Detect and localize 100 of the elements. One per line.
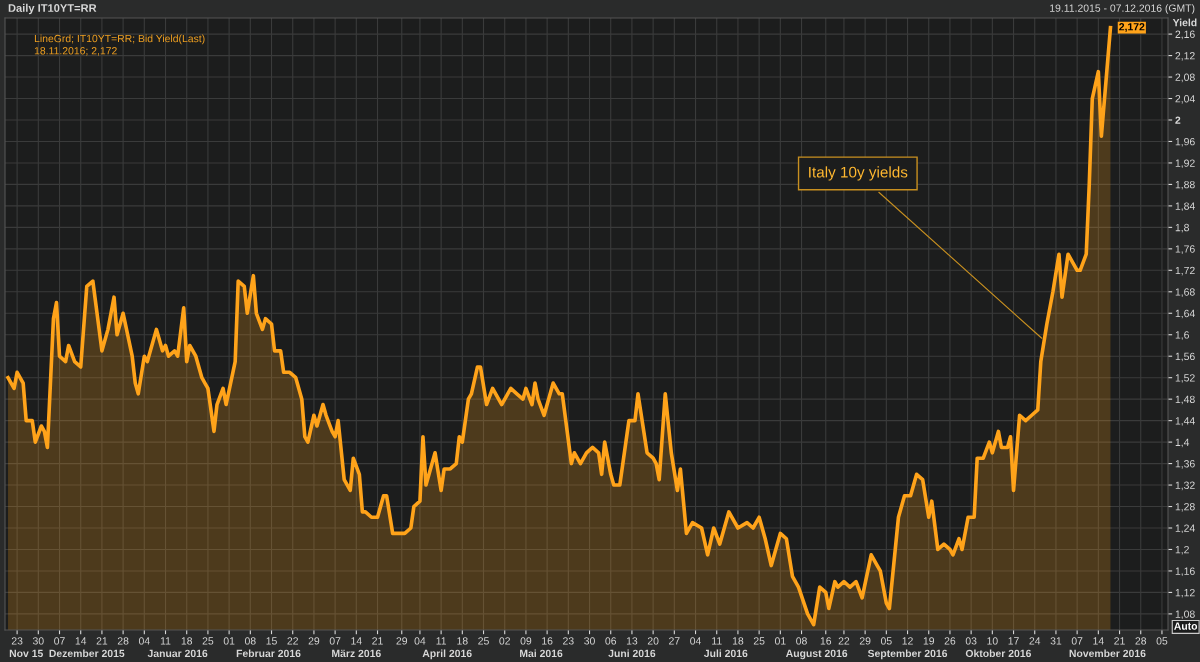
x-tick-label: 09 (520, 637, 532, 645)
y-tick-label: 2,04 (1175, 95, 1195, 104)
x-tick-label: 30 (32, 637, 44, 645)
x-tick-label: 07 (329, 637, 341, 645)
x2-tick-label: April 2016 (422, 649, 472, 660)
x-tick-label: 05 (880, 637, 892, 645)
x-tick-label: 14 (351, 637, 362, 645)
y-tick-label: 1,56 (1175, 352, 1195, 362)
x-tick-label: 04 (414, 637, 426, 645)
x-tick-label: 14 (1093, 637, 1104, 645)
x-tick-label: 22 (838, 637, 850, 645)
x-tick-label: 03 (965, 637, 977, 645)
x-tick-label: 23 (11, 637, 23, 645)
x-tick-label: 15 (266, 637, 277, 645)
x-tick-label: 29 (396, 637, 408, 645)
x-tick-label: 07 (54, 637, 65, 645)
y-tick-label: 2,16 (1175, 30, 1195, 40)
chart-subtitle: 19.11.2015 - 07.12.2016 (GMT) (1050, 4, 1195, 14)
x-tick-label: 25 (202, 637, 214, 645)
x-tick-label: 28 (117, 637, 129, 645)
x-tick-label: 29 (308, 637, 320, 645)
y-tick-label: 1,64 (1175, 309, 1195, 319)
annotation: Italy 10y yields (809, 166, 908, 181)
x-tick-label: 11 (160, 637, 171, 645)
x2-tick-label: Oktober 2016 (965, 649, 1032, 658)
x2-tick-label: Januar 2016 (147, 649, 208, 658)
y-tick-label: 1,8 (1175, 223, 1189, 233)
x-tick-label: 05 (1156, 637, 1168, 645)
x-tick-label: 10 (987, 637, 998, 645)
x-tick-label: 21 (1114, 637, 1125, 645)
y-tick-label: 2,12 (1175, 52, 1195, 61)
x-tick-label: 13 (626, 637, 638, 645)
x-tick-label: 29 (859, 637, 871, 645)
x-tick-label: 08 (244, 637, 256, 645)
x-tick-label: 01 (774, 637, 786, 645)
x-tick-label: 12 (902, 637, 913, 645)
x-tick-label: 19 (923, 637, 935, 645)
y-tick-label: 1,92 (1175, 159, 1195, 169)
x-tick-label: 23 (563, 637, 574, 645)
x-tick-label: 31 (1050, 637, 1062, 645)
y-tick-label: 2,08 (1175, 73, 1195, 83)
x2-tick-label: August 2016 (785, 649, 848, 660)
x-tick-label: 20 (647, 637, 659, 645)
y-tick-label: 1,88 (1175, 180, 1195, 190)
x-tick-label: 22 (287, 637, 298, 645)
x-tick-label: 16 (542, 637, 553, 645)
x-tick-label: 18 (457, 637, 468, 645)
y-tick-label: 1,32 (1175, 481, 1195, 491)
x-tick-label: 30 (584, 637, 595, 645)
y-tick-label: 2 (1175, 116, 1181, 124)
x2-tick-label: Juni 2016 (608, 649, 656, 658)
y-tick-label: 1,12 (1175, 588, 1195, 598)
x-tick-label: 21 (96, 637, 108, 645)
y-tick-label: 1,72 (1175, 266, 1195, 276)
y-tick-label: 1,6 (1175, 331, 1189, 340)
x-tick-label: 06 (605, 637, 617, 645)
y-tick-label: 1,4 (1175, 438, 1190, 448)
x-tick-label: 18 (181, 637, 193, 645)
x-tick-label: 11 (712, 637, 722, 645)
x-tick-label: 27 (669, 637, 680, 645)
y-tick-label: 1,24 (1175, 524, 1195, 534)
y-tick-label: 1,2 (1175, 545, 1189, 555)
y-tick-label: 1,36 (1175, 460, 1195, 469)
x2-tick-label: Nov 15 (9, 649, 43, 658)
text: Auto (1174, 622, 1198, 630)
x-tick-label: 04 (138, 637, 150, 645)
y-axis-title: Yield (1172, 18, 1197, 27)
x-tick-label: 07 (1071, 637, 1083, 645)
x-tick-label: 28 (1135, 637, 1147, 645)
x2-tick-label: Februar 2016 (236, 649, 301, 658)
x2-tick-label: September 2016 (867, 649, 948, 660)
y-tick-label: 1,96 (1175, 137, 1195, 147)
annotation: LineGrd; IT10YT=RR; Bid Yield(Last) (34, 34, 205, 45)
x-tick-label: 25 (753, 637, 765, 645)
x-tick-label: 14 (75, 637, 87, 645)
x-tick-label: 24 (1029, 637, 1041, 645)
chart-title: Daily IT10YT=RR (8, 3, 97, 15)
x2-tick-label: Juli 2016 (703, 649, 748, 658)
x2-tick-label: November 2016 (1069, 649, 1146, 658)
x2-tick-label: März 2016 (332, 649, 381, 658)
x-tick-label: 16 (820, 637, 832, 645)
x-tick-label: 04 (690, 637, 702, 645)
y-tick-label: 1,48 (1175, 395, 1195, 405)
y-tick-label: 1,16 (1175, 567, 1195, 577)
x-tick-label: 21 (372, 637, 383, 645)
y-tick-label: 1,52 (1175, 374, 1195, 383)
y-tick-label: 1,44 (1175, 417, 1195, 426)
y-tick-label: 1,84 (1175, 202, 1195, 211)
y-tick-label: 1,68 (1175, 288, 1195, 297)
annotation: 2,172 (1119, 23, 1145, 32)
x-tick-label: 18 (732, 637, 744, 645)
y-tick-label: 1,76 (1175, 245, 1195, 254)
x2-tick-label: Dezember 2015 (49, 649, 125, 658)
x-tick-label: 11 (436, 637, 447, 645)
y-tick-label: 1,08 (1175, 610, 1195, 619)
y-tick-label: 1,28 (1175, 503, 1195, 512)
x-tick-label: 08 (796, 637, 807, 645)
x-tick-label: 02 (499, 637, 510, 645)
x2-tick-label: Mai 2016 (520, 649, 563, 658)
annotation: 18.11.2016; 2,172 (34, 47, 117, 56)
